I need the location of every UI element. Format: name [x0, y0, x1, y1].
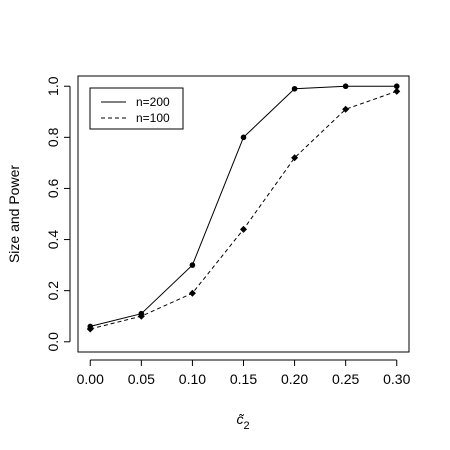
y-tick-label: 0.0 [45, 332, 61, 352]
data-point-n100 [291, 154, 299, 162]
data-point-n200 [189, 262, 196, 268]
data-point-n200 [291, 85, 298, 92]
x-tick-label: 0.30 [383, 371, 410, 387]
data-point-n100 [137, 312, 145, 320]
series-layer [86, 83, 401, 333]
x-tick-label: 0.25 [332, 371, 359, 387]
x-tick-label: 0.00 [77, 371, 104, 387]
y-tick-label: 0.4 [45, 230, 61, 250]
x-tick-label: 0.05 [128, 371, 155, 387]
legend-box [89, 87, 184, 130]
y-tick-label: 0.6 [45, 179, 61, 199]
data-point-n100 [393, 87, 401, 95]
x-tick-label: 0.20 [281, 371, 308, 387]
y-tick-label: 0.2 [45, 281, 61, 301]
x-tick-label: 0.15 [230, 371, 257, 387]
y-axis-label: Size and Power [6, 165, 22, 263]
data-point-n100 [240, 225, 247, 233]
data-point-n100 [86, 325, 94, 333]
x-tick-label: 0.10 [179, 371, 206, 387]
y-tick-label: 0.8 [45, 127, 61, 147]
y-axis: 0.0 0.2 0.4 0.6 0.8 1.0 [45, 76, 71, 352]
legend-label-n200: n=200 [136, 95, 170, 109]
data-point-n100 [342, 105, 350, 113]
y-tick-label: 1.0 [45, 76, 61, 96]
data-point-n200 [342, 83, 349, 90]
x-axis-label-main: c̃ [236, 411, 244, 427]
x-axis-label: c̃2 [236, 411, 249, 432]
legend-label-n100: n=100 [136, 111, 170, 125]
x-axis: 0.00 0.05 0.10 0.15 0.20 0.25 0.30 [77, 359, 411, 387]
data-point-n200 [240, 134, 247, 141]
plot-frame [77, 75, 410, 353]
data-point-n200 [393, 83, 400, 90]
legend: n=200 n=100 [89, 87, 184, 130]
x-axis-label-subscript: 2 [243, 420, 249, 432]
data-point-n100 [188, 289, 196, 297]
